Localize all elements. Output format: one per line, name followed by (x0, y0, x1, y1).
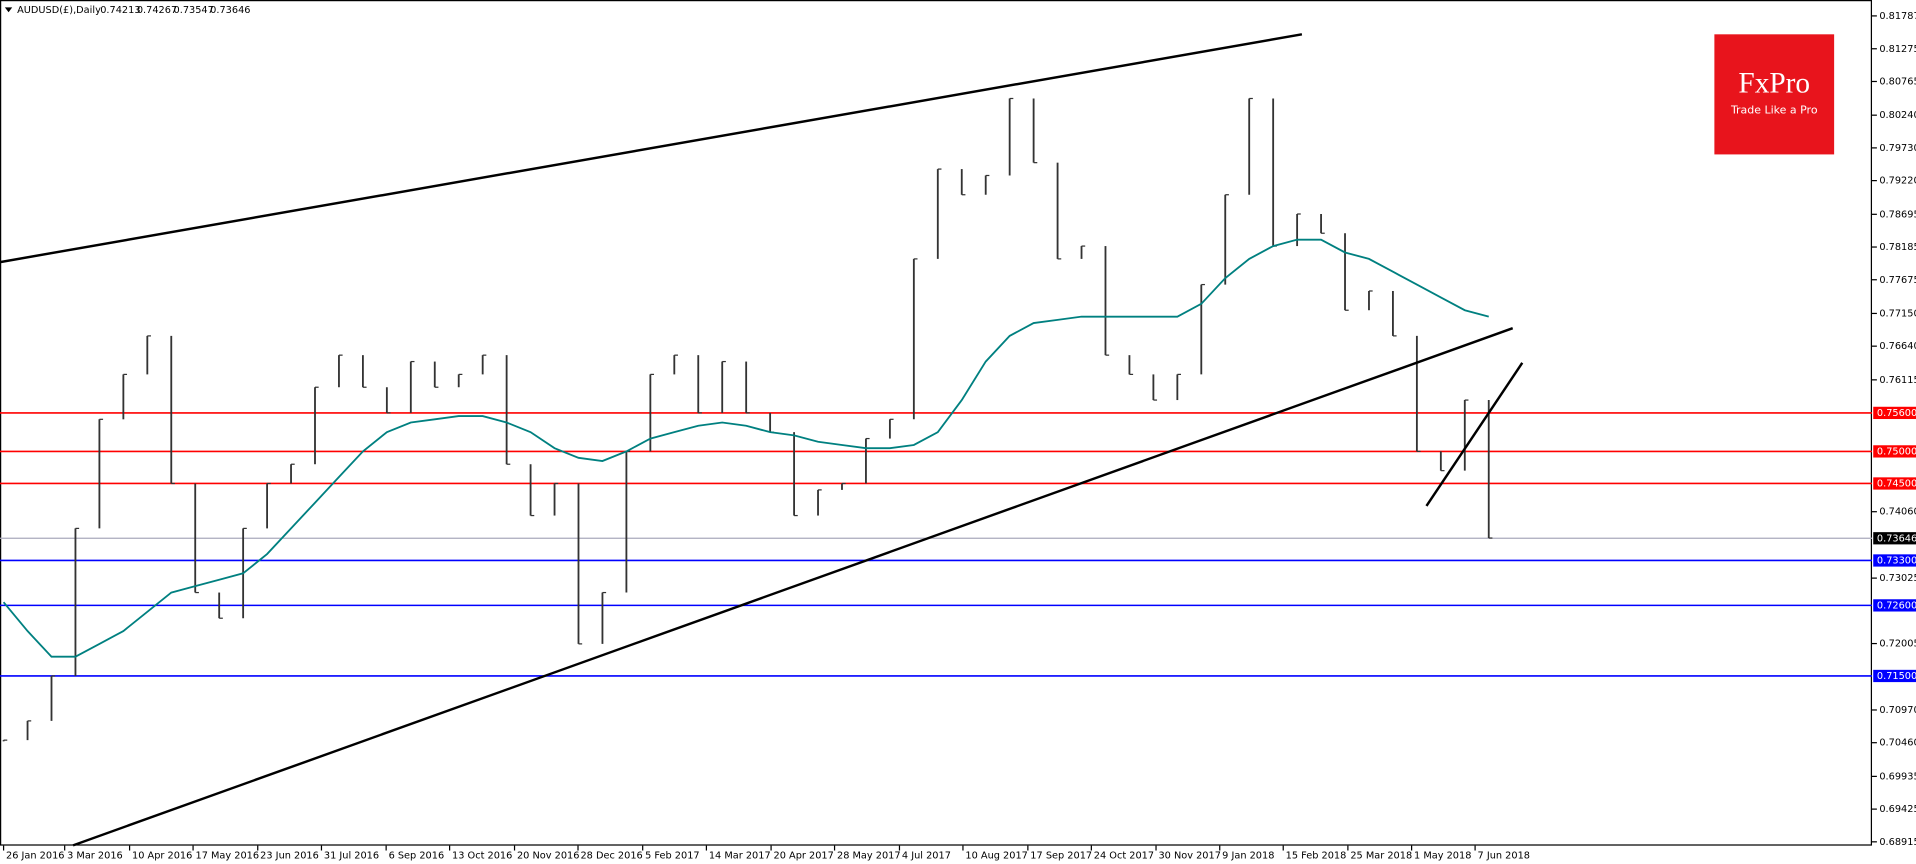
y-tick-label: 0.79220 (1879, 176, 1916, 187)
level-label: 0.75600 (1877, 408, 1916, 419)
logo: FxPro Trade Like a Pro (1714, 34, 1835, 155)
x-tick-label: 15 Feb 2018 (1286, 850, 1347, 861)
y-tick-label: 0.74060 (1879, 507, 1916, 518)
level-tag (1873, 445, 1916, 458)
y-tick-label: 0.76640 (1879, 341, 1916, 352)
x-tick-label: 1 May 2018 (1414, 850, 1471, 861)
x-tick-label: 5 Feb 2017 (645, 850, 699, 861)
level-label: 0.72600 (1877, 600, 1916, 611)
x-tick-label: 9 Jan 2018 (1222, 850, 1274, 861)
x-tick-label: 14 Mar 2017 (709, 850, 771, 861)
y-tick-label: 0.73025 (1879, 573, 1916, 584)
x-tick-label: 31 Jul 2016 (324, 850, 379, 861)
x-tick-label: 4 Jul 2017 (902, 850, 951, 861)
level-label: 0.71500 (1877, 671, 1916, 682)
y-tick-label: 0.81275 (1879, 44, 1916, 55)
level-tag (1873, 554, 1916, 567)
y-tick-label: 0.80765 (1879, 76, 1916, 87)
menu-arrow[interactable] (4, 7, 13, 13)
y-tick-label: 0.69425 (1879, 804, 1916, 815)
ohlc-close: 0.73646 (210, 5, 250, 16)
trendline (72, 327, 1514, 847)
x-tick-label: 3 Mar 2016 (67, 850, 123, 861)
moving-average (2, 238, 1489, 658)
x-tick-label: 6 Sep 2016 (389, 850, 445, 861)
level-tag (1873, 477, 1916, 490)
x-tick-label: 28 May 2017 (837, 850, 901, 861)
x-tick-label: 25 Mar 2018 (1350, 850, 1412, 861)
ohlc-high: 0.74267 (137, 5, 177, 16)
y-tick-label: 0.70460 (1879, 738, 1916, 749)
x-tick-label: 17 May 2016 (196, 850, 260, 861)
y-tick-label: 0.68915 (1879, 837, 1916, 848)
y-tick-label: 0.78185 (1879, 242, 1916, 253)
x-tick-label: 26 Jan 2016 (6, 850, 64, 861)
y-tick-label: 0.77150 (1879, 308, 1916, 319)
logo-tagline: Trade Like a Pro (1730, 103, 1818, 116)
level-tag (1873, 406, 1916, 420)
y-tick-label: 0.76115 (1879, 375, 1916, 386)
last-price-label: 0.73646 (1877, 533, 1916, 544)
x-tick-label: 13 Oct 2016 (452, 850, 512, 861)
x-tick-label: 20 Nov 2016 (517, 850, 579, 861)
symbol-title: AUDUSD(£),Daily (17, 5, 101, 16)
y-tick-label: 0.69935 (1879, 771, 1916, 782)
y-tick-label: 0.80240 (1879, 110, 1916, 121)
y-tick-label: 0.79730 (1879, 143, 1916, 154)
x-tick-label: 7 Jun 2018 (1478, 850, 1530, 861)
logo-box (1714, 34, 1835, 155)
ohlc-low: 0.73547 (174, 5, 214, 16)
plot-frame (0, 0, 1873, 846)
y-tick-label: 0.81787 (1879, 11, 1916, 22)
logo-brand: FxPro (1738, 67, 1810, 99)
last-price-tag (1873, 532, 1916, 545)
ohlc-open: 0.74213 (100, 5, 140, 16)
trendline (0, 33, 1303, 264)
level-label: 0.75000 (1877, 446, 1916, 457)
y-tick-label: 0.77675 (1879, 275, 1916, 286)
y-tick-label: 0.70970 (1879, 705, 1916, 716)
trendline (1425, 362, 1524, 507)
x-tick-label: 30 Nov 2017 (1158, 850, 1220, 861)
x-tick-label: 17 Sep 2017 (1030, 850, 1092, 861)
x-tick-label: 10 Apr 2016 (132, 850, 192, 861)
level-tag (1873, 599, 1916, 612)
x-tick-label: 10 Aug 2017 (965, 850, 1027, 861)
level-label: 0.73300 (1877, 555, 1916, 566)
x-tick-label: 20 Apr 2017 (774, 850, 834, 861)
x-tick-label: 23 Jun 2016 (260, 850, 319, 861)
x-tick-label: 24 Oct 2017 (1094, 850, 1154, 861)
level-label: 0.74500 (1877, 478, 1916, 489)
level-tag (1873, 669, 1916, 683)
x-tick-label: 28 Dec 2016 (580, 850, 642, 861)
y-tick-label: 0.78695 (1879, 209, 1916, 220)
y-tick-label: 0.72005 (1879, 639, 1916, 650)
